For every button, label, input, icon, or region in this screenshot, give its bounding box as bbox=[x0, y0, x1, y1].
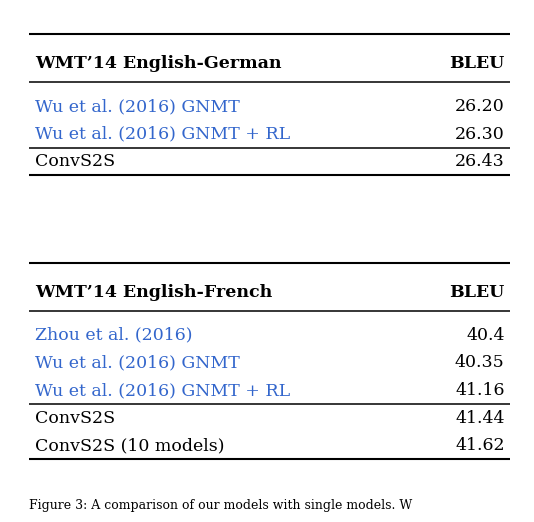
Text: 41.62: 41.62 bbox=[455, 437, 505, 454]
Text: ConvS2S (10 models): ConvS2S (10 models) bbox=[35, 437, 224, 454]
Text: 40.35: 40.35 bbox=[455, 354, 505, 371]
Text: Zhou et al. (2016): Zhou et al. (2016) bbox=[35, 327, 192, 343]
Text: Wu et al. (2016) GNMT + RL: Wu et al. (2016) GNMT + RL bbox=[35, 382, 290, 399]
Text: WMT’14 English-German: WMT’14 English-German bbox=[35, 55, 281, 72]
Text: Wu et al. (2016) GNMT + RL: Wu et al. (2016) GNMT + RL bbox=[35, 126, 290, 143]
Text: 26.30: 26.30 bbox=[455, 126, 505, 143]
Text: 26.20: 26.20 bbox=[455, 98, 505, 115]
Text: BLEU: BLEU bbox=[450, 284, 505, 301]
Text: 26.43: 26.43 bbox=[455, 153, 505, 170]
Text: 40.4: 40.4 bbox=[466, 327, 505, 343]
Text: 41.44: 41.44 bbox=[455, 410, 505, 426]
Text: 41.16: 41.16 bbox=[455, 382, 505, 399]
Text: BLEU: BLEU bbox=[450, 55, 505, 72]
Text: Wu et al. (2016) GNMT: Wu et al. (2016) GNMT bbox=[35, 98, 239, 115]
Text: ConvS2S: ConvS2S bbox=[35, 410, 115, 426]
Text: WMT’14 English-French: WMT’14 English-French bbox=[35, 284, 272, 301]
Text: ConvS2S: ConvS2S bbox=[35, 153, 115, 170]
Text: Figure 3: A comparison of our models with single models. W: Figure 3: A comparison of our models wit… bbox=[29, 499, 413, 512]
Text: Wu et al. (2016) GNMT: Wu et al. (2016) GNMT bbox=[35, 354, 239, 371]
